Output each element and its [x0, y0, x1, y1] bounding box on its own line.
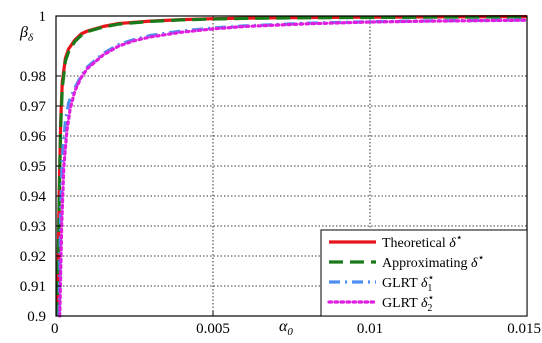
y-tick-label: 1	[39, 9, 47, 25]
x-tick-label: 0	[51, 321, 59, 337]
ticks: 0 0.005 0.01 0.015 0.9 0.91 0.92 0.93 0.94 0.95 0.…	[20, 9, 541, 337]
y-tick-label: 0.98	[20, 69, 46, 85]
y-tick-label: 0.93	[20, 219, 46, 235]
legend-label-3: GLRT δ⋆ 1	[382, 272, 434, 294]
axis-labels: βδ α0	[19, 24, 293, 338]
x-tick-label: 0.01	[357, 321, 383, 337]
legend-label-4: GLRT δ⋆ 2	[382, 292, 434, 314]
x-tick-label: 0.015	[507, 321, 541, 337]
y-tick-label: 0.9	[27, 309, 46, 325]
series-line-4	[58, 18, 529, 318]
x-axis-label: α0	[279, 318, 293, 338]
legend: Theoretical δ⋆Approximating δ⋆GLRT δ⋆ 1GL…	[320, 229, 528, 317]
y-tick-label: 0.92	[20, 249, 46, 265]
legend-label-2: Approximating δ⋆	[382, 252, 484, 271]
y-axis-label: βδ	[19, 24, 34, 44]
series-line-2	[55, 15, 528, 317]
y-tick-label: 0.96	[20, 129, 47, 145]
y-tick-label: 0.91	[20, 279, 46, 295]
y-tick-label: 0.94	[20, 189, 47, 205]
legend-label-1: Theoretical δ⋆	[382, 232, 463, 251]
x-tick-label: 0.005	[196, 321, 230, 337]
y-tick-label: 0.95	[20, 159, 46, 175]
y-tick-label: 0.97	[20, 99, 47, 115]
series-layer	[55, 15, 529, 318]
